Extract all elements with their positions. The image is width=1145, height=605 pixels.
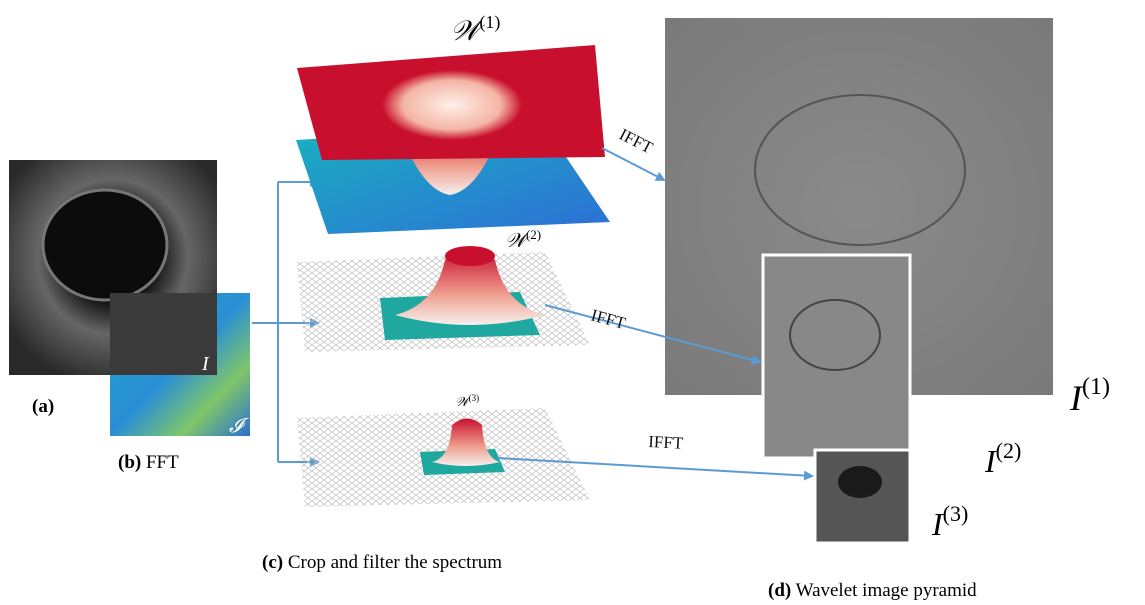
arrow-label: IFFT [648,432,685,453]
figure: I 𝓘 (a) (b) FFT 𝒲(1) 𝒲(2) 𝒲(3) (c) Crop … [0,0,1145,605]
label-part: Wavelet image pyramid [796,580,978,601]
mri-overlap [110,293,217,375]
pyramid-symbol: I(2) [984,438,1021,479]
panel-caption: (b) FFT [118,452,179,473]
pyramid-symbol: I(3) [931,501,968,542]
label-part: (d) [768,580,791,601]
filter-symbol: 𝒲(1) [450,12,500,47]
filter-top [445,246,495,266]
label-part: (3) [943,501,969,526]
wavelet-level-2 [763,255,910,458]
label-part: (2) [526,227,541,242]
label-part: (3) [469,393,480,403]
label-part: Crop and filter the spectrum [288,552,502,573]
label-part: (1) [1082,374,1110,400]
label-part: (c) [262,552,283,573]
arrow-label: IFFT [589,306,628,334]
label-part: (2) [996,438,1022,463]
filter-symbol: 𝒲(2) [505,227,541,252]
image-symbol: I [201,353,210,375]
wavelet-structure [838,466,882,498]
pyramid-symbol: I(1) [1069,374,1110,418]
label-part: (b) [118,452,141,473]
filter-hole [382,70,522,140]
panel-tag: (a) [32,396,54,417]
arrow-label: IFFT [616,125,656,158]
label-part: (1) [479,12,500,33]
panel-caption: (c) Crop and filter the spectrum [262,552,502,573]
label-part: FFT [146,452,179,473]
panel-caption: (d) Wavelet image pyramid [768,580,977,601]
filter-symbol: 𝒲(3) [455,393,479,409]
mri-structure [43,190,167,300]
